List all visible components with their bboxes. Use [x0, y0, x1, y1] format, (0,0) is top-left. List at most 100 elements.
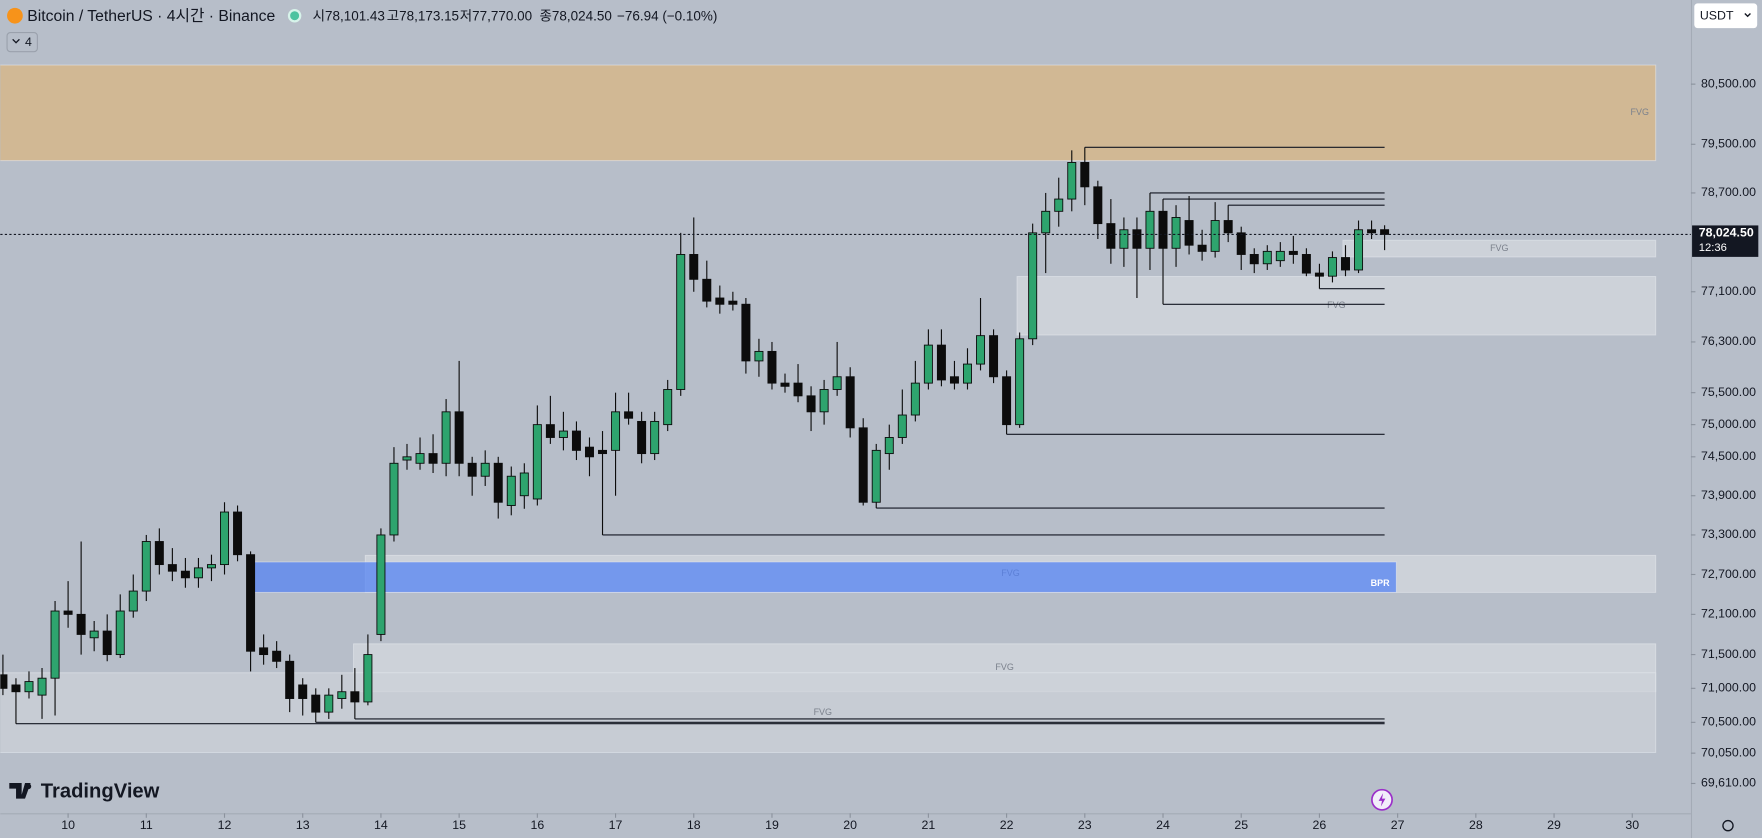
candles [0, 147, 1390, 724]
candle-body [1301, 254, 1311, 274]
candle-body [1184, 220, 1194, 246]
candle-body [624, 411, 634, 419]
zone [1016, 276, 1657, 336]
candle-body [467, 462, 477, 477]
y-tick-label: 71,500.00 [1701, 647, 1756, 661]
candle-body [962, 363, 972, 384]
candle-body [141, 541, 151, 592]
candle-body [402, 456, 412, 461]
candle-body [741, 303, 751, 362]
x-tick-label: 23 [1078, 818, 1092, 832]
x-tick-label: 12 [218, 818, 232, 832]
candle-body [1197, 244, 1207, 252]
candle-body [1288, 250, 1298, 255]
candle-body [1119, 229, 1129, 249]
zones: FVGFVGFVGFVGBPRFVGFVG [0, 64, 1657, 753]
candle-body [611, 411, 621, 451]
currency-button[interactable]: USDT [1694, 3, 1758, 29]
candle-body [350, 691, 360, 703]
x-tick-label: 28 [1469, 818, 1483, 832]
x-tick-label: 15 [452, 818, 466, 832]
zone-label: FVG [1631, 107, 1649, 117]
candle-body [532, 424, 542, 500]
candle-body [311, 694, 321, 713]
candle-body [415, 453, 425, 464]
candle-body [545, 424, 555, 438]
candle-body [754, 350, 764, 362]
candle-body [1106, 223, 1116, 249]
candle-body [1054, 198, 1064, 212]
candle-body [1354, 229, 1364, 271]
candle-body [506, 475, 516, 506]
zone-label: BPR [1371, 578, 1390, 588]
countdown: 12:36 [1699, 242, 1727, 254]
candle-body [806, 395, 816, 413]
candle-body [115, 610, 125, 656]
candle-body [976, 335, 986, 365]
candle-body [558, 430, 568, 438]
x-tick-label: 26 [1313, 818, 1327, 832]
x-tick-label: 18 [687, 818, 701, 832]
indicator-toggle[interactable]: 4 [6, 32, 38, 53]
brand-logo: TradingView [9, 780, 160, 802]
candle-body [1367, 229, 1377, 234]
candle-body [519, 472, 529, 497]
candle-body [923, 344, 933, 384]
candle-body [206, 564, 216, 569]
candle-body [936, 344, 946, 381]
y-tick-label: 73,300.00 [1701, 527, 1756, 541]
candle-body [298, 684, 308, 699]
candle-body [1327, 257, 1337, 277]
y-tick-label: 75,000.00 [1701, 417, 1756, 431]
y-tick-label: 74,500.00 [1701, 449, 1756, 463]
candle-body [285, 660, 295, 699]
candle-body [1067, 162, 1077, 200]
y-tick-label: 72,700.00 [1701, 567, 1756, 581]
candle-body [571, 430, 581, 451]
candle-body [50, 610, 60, 679]
candle-body [845, 376, 855, 429]
x-tick-label: 16 [530, 818, 544, 832]
candle-body [37, 677, 47, 696]
candle-body [389, 462, 399, 536]
candle-body [702, 278, 712, 302]
candle-body [1158, 210, 1168, 249]
zone-label: FVG [1490, 243, 1508, 253]
candle-body [363, 654, 373, 703]
candle-body [858, 427, 868, 503]
candle-body [1015, 338, 1025, 426]
candle-body [767, 350, 777, 384]
coin-icon [7, 7, 23, 24]
zone-label: FVG [814, 707, 832, 717]
candle-body [871, 449, 881, 503]
candle-body [259, 647, 269, 656]
settings-icon[interactable] [1722, 819, 1734, 832]
candle-body [910, 382, 920, 416]
x-tick-label: 25 [1234, 818, 1248, 832]
candle-body [128, 590, 138, 612]
candle-body [428, 453, 438, 464]
logo-dot [25, 783, 32, 790]
indicator-count: 4 [25, 35, 32, 49]
zone [252, 561, 1397, 593]
candle-body [167, 564, 177, 572]
y-tick-label: 76,300.00 [1701, 334, 1756, 348]
candle-body [63, 610, 73, 615]
y-tick-label: 73,900.00 [1701, 488, 1756, 502]
candle-body [1028, 232, 1038, 340]
ohlc-change: −76.94 (−0.10%) [617, 8, 717, 23]
y-tick-label: 75,500.00 [1701, 385, 1756, 399]
y-tick-label: 69,610.00 [1701, 776, 1756, 790]
zone [0, 672, 1657, 753]
currency-box[interactable] [1694, 3, 1758, 29]
y-tick-label: 78,700.00 [1701, 185, 1756, 199]
indicator-box[interactable] [6, 32, 38, 53]
ohlc-open: 시78,101.43 [313, 8, 385, 23]
x-tick-label: 21 [922, 818, 936, 832]
x-tick-label: 11 [140, 818, 153, 832]
candle-body [989, 335, 999, 378]
levels [15, 146, 1385, 725]
logo-icon [9, 782, 31, 799]
candle-body [1041, 210, 1051, 234]
x-tick-label: 29 [1547, 818, 1561, 832]
